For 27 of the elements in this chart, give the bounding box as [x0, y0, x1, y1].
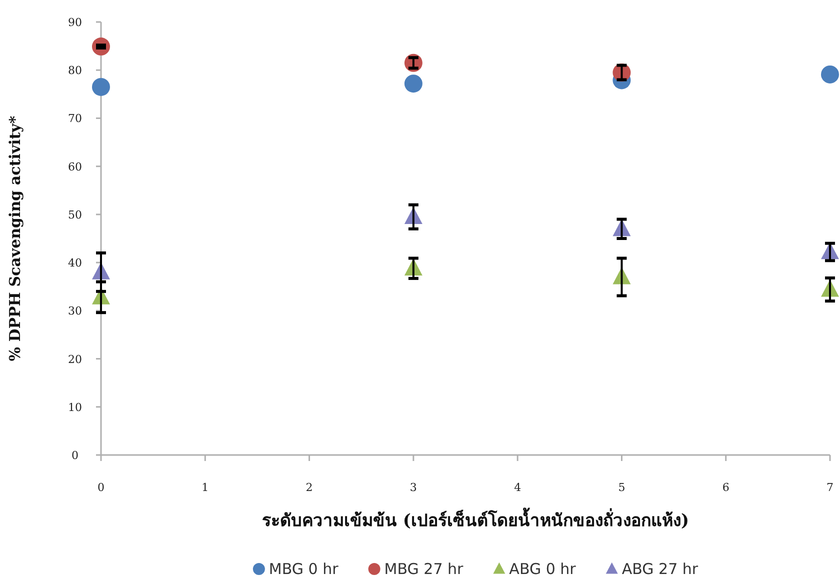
y-tick-label: 30: [68, 304, 82, 318]
legend-label: MBG 27 hr: [384, 560, 464, 578]
y-tick-label: 10: [68, 400, 82, 414]
legend-label: ABG 0 hr: [509, 560, 577, 578]
x-tick-label: 1: [202, 481, 209, 494]
x-tick-label: 3: [410, 481, 417, 494]
y-tick-label: 90: [68, 16, 82, 29]
y-tick-label: 50: [68, 208, 82, 222]
y-tick-label: 80: [68, 64, 82, 78]
point: [92, 78, 110, 96]
y-tick-label: 20: [68, 352, 82, 366]
x-tick-label: 2: [306, 481, 313, 494]
x-tick-label: 0: [98, 481, 104, 494]
point: [404, 74, 422, 93]
y-tick-label: 70: [68, 112, 82, 126]
x-tick-label: 4: [514, 481, 522, 494]
y-axis-title: % DPPH Scavenging activity*: [6, 116, 24, 362]
x-tick-label: 7: [826, 481, 834, 494]
x-tick-label: 5: [618, 481, 626, 494]
y-tick-label: 40: [68, 256, 82, 270]
legend-label: ABG 27 hr: [622, 560, 699, 578]
legend-label: MBG 0 hr: [268, 560, 340, 578]
point: [821, 65, 839, 84]
y-tick-label: 60: [68, 160, 82, 174]
x-tick-label: 6: [722, 481, 730, 494]
x-axis-title: ระดับความเข้มข้น (เปอร์เซ็นต์โดยน้ำหนักของถั่วงอกแห้ง): [262, 507, 690, 531]
y-tick-label: 0: [72, 449, 78, 462]
